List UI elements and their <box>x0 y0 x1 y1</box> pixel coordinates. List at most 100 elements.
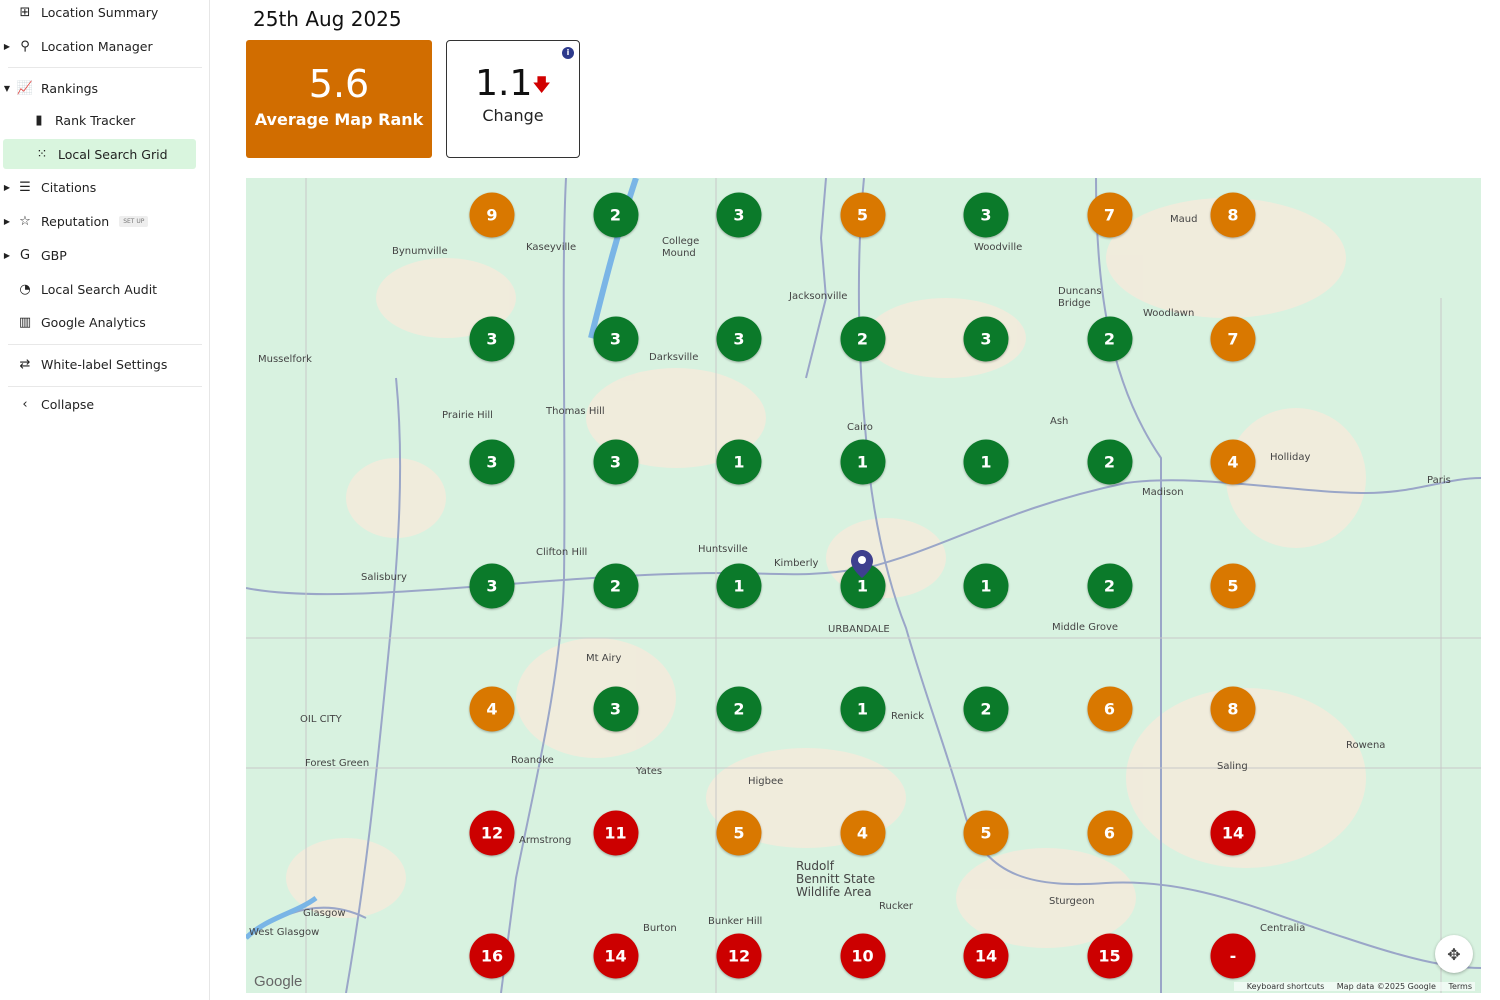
rank-pin[interactable]: 14 <box>593 933 638 979</box>
rank-pin[interactable]: 2 <box>1087 316 1132 361</box>
rank-pin[interactable]: 6 <box>1087 810 1132 855</box>
google-icon: G <box>19 247 31 263</box>
rank-pin[interactable]: 9 <box>469 192 515 238</box>
caret-icon: ▶ <box>3 182 11 192</box>
rank-pin[interactable]: 3 <box>593 439 638 485</box>
rank-pin[interactable]: 15 <box>1087 933 1132 979</box>
rank-pin[interactable]: 1 <box>840 439 885 485</box>
rank-pin[interactable]: 2 <box>716 686 762 732</box>
rank-pin[interactable]: 2 <box>1087 439 1132 485</box>
rank-pin[interactable]: 16 <box>469 933 515 979</box>
sidebar-item-label: Location Manager <box>41 38 153 54</box>
rank-pin[interactable]: 3 <box>963 192 1009 238</box>
sidebar-item-label: Local Search Grid <box>58 146 168 162</box>
rank-pin[interactable]: 1 <box>716 439 762 485</box>
rank-pin[interactable]: 7 <box>1087 192 1132 238</box>
sidebar-item-label: White-label Settings <box>41 356 168 372</box>
sidebar-item-white-label-settings[interactable]: ⇄ White-label Settings <box>0 349 204 379</box>
rank-pin[interactable]: 4 <box>840 810 885 855</box>
map-place-label: College Mound <box>662 236 700 259</box>
rank-pin[interactable]: 3 <box>593 686 638 732</box>
rank-pin[interactable]: 2 <box>593 563 638 608</box>
arrow-down-icon: 🡇 <box>532 75 551 96</box>
rank-pin[interactable]: 12 <box>469 810 515 855</box>
rank-pin[interactable]: 3 <box>469 563 515 608</box>
map-place-label: Rudolf Bennitt State Wildlife Area <box>796 859 876 899</box>
sidebar-item-location-manager[interactable]: ▶ ⚲ Location Manager <box>0 31 204 61</box>
rank-pin[interactable]: 5 <box>840 192 885 238</box>
rank-pin[interactable]: 5 <box>716 810 762 855</box>
map-place-label: Kaseyville <box>526 242 577 253</box>
rank-pin[interactable]: 1 <box>963 563 1009 608</box>
caret-icon: ▶ <box>3 216 11 226</box>
map[interactable]: Bynumville Kaseyville College Mound Woodvil… <box>246 178 1481 993</box>
rank-pin[interactable]: 4 <box>469 686 515 732</box>
sidebar-item-citations[interactable]: ▶ ☰ Citations <box>0 172 204 202</box>
sidebar-item-location-summary[interactable]: ⊞ Location Summary <box>0 0 204 27</box>
rank-pin[interactable]: 10 <box>840 933 885 979</box>
rank-pin[interactable]: 7 <box>1210 316 1256 361</box>
sidebar-item-reputation[interactable]: ▶ ☆ Reputation SET UP <box>0 206 204 236</box>
map-place-label: Kimberly <box>774 558 819 569</box>
map-place-label: Bunker Hill <box>708 916 763 927</box>
rank-pin[interactable]: 3 <box>469 439 515 485</box>
rank-pin[interactable]: 2 <box>593 192 638 238</box>
rank-pin[interactable]: 14 <box>963 933 1009 979</box>
rank-pin[interactable]: 1 <box>840 686 885 732</box>
map-place-label: Mt Airy <box>586 653 622 664</box>
sidebar-item-rankings[interactable]: ▼ 📈 Rankings <box>0 73 204 103</box>
sidebar-item-gbp[interactable]: ▶ G GBP <box>0 240 204 270</box>
map-data-attribution: Map data ©2025 Google <box>1336 982 1436 991</box>
sidebar-item-label: GBP <box>41 247 67 263</box>
location-pin-icon: ⚲ <box>20 38 30 54</box>
rank-pin[interactable]: 3 <box>963 316 1009 361</box>
rank-pin[interactable]: 4 <box>1210 439 1256 485</box>
keyboard-shortcuts-link[interactable]: Keyboard shortcuts <box>1246 982 1325 991</box>
divider <box>8 67 202 68</box>
rank-pin[interactable]: 11 <box>593 810 638 855</box>
rank-pin[interactable]: 2 <box>963 686 1009 732</box>
map-place-label: OIL CITY <box>300 714 342 725</box>
rank-pin[interactable]: 6 <box>1087 686 1132 732</box>
dot-grid-icon: ⁙ <box>36 146 48 162</box>
info-icon[interactable]: i <box>562 47 574 59</box>
rank-pin[interactable]: 1 <box>716 563 762 608</box>
rank-pin[interactable]: 14 <box>1210 810 1256 855</box>
average-rank-value: 5.6 <box>308 62 370 106</box>
sidebar-item-label: Citations <box>41 179 97 195</box>
sidebar-item-collapse[interactable]: ‹ Collapse <box>0 389 204 419</box>
map-place-label: Ash <box>1050 416 1069 427</box>
divider <box>8 386 202 387</box>
map-place-label: Centralia <box>1260 923 1306 934</box>
sidebar-item-rank-tracker[interactable]: ▮ Rank Tracker <box>0 105 204 135</box>
map-place-label: Armstrong <box>519 835 572 846</box>
map-footer: Keyboard shortcuts Map data ©2025 Google… <box>1233 982 1475 991</box>
sidebar-item-label: Collapse <box>41 396 95 412</box>
rank-pin[interactable]: 2 <box>840 316 885 361</box>
sidebar-item-google-analytics[interactable]: ▥ Google Analytics <box>0 307 204 337</box>
map-pan-control[interactable]: ✥ <box>1435 935 1473 973</box>
rank-pin[interactable]: 2 <box>1087 563 1132 608</box>
sidebar-item-label: Google Analytics <box>41 314 146 330</box>
map-place-label: Madison <box>1142 487 1184 498</box>
rank-pin[interactable]: 3 <box>716 316 762 361</box>
sidebar-item-local-search-grid[interactable]: ⁙ Local Search Grid <box>3 139 196 169</box>
terms-link[interactable]: Terms <box>1448 982 1472 991</box>
map-place-label: Maud <box>1170 214 1198 225</box>
rank-pin[interactable]: 5 <box>963 810 1009 855</box>
sidebar-item-local-search-audit[interactable]: ◔ Local Search Audit <box>0 274 204 304</box>
rank-pin[interactable]: 8 <box>1210 192 1256 238</box>
rank-pin[interactable]: 5 <box>1210 563 1256 608</box>
rank-pin[interactable]: 3 <box>716 192 762 238</box>
rank-pin[interactable]: 3 <box>469 316 515 361</box>
map-place-label: Cairo <box>847 422 873 433</box>
sidebar-item-label: Reputation <box>41 213 110 229</box>
rank-pin[interactable]: 8 <box>1210 686 1256 732</box>
rank-pin[interactable]: - <box>1210 933 1256 979</box>
caret-icon: ▼ <box>3 83 11 93</box>
sidebar: ⊞ Location Summary ▶ ⚲ Location Manager ▼ 📈 Ran… <box>0 0 210 1000</box>
rank-pin[interactable]: 12 <box>716 933 762 979</box>
map-place-label: Clifton Hill <box>536 547 588 558</box>
rank-pin[interactable]: 3 <box>593 316 638 361</box>
rank-pin[interactable]: 1 <box>963 439 1009 485</box>
